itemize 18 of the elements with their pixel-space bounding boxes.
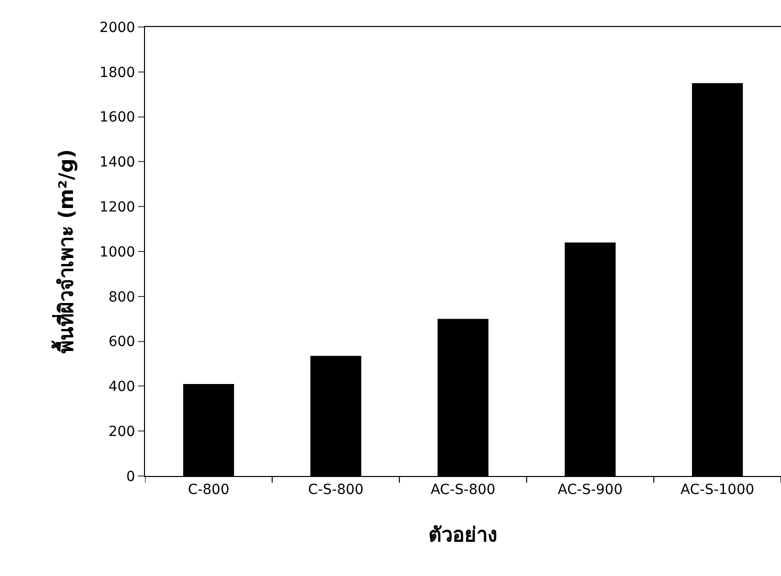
y-tick-label: 600 — [108, 334, 136, 350]
y-tick-label: 1800 — [100, 64, 136, 81]
x-tick-label: AC-S-900 — [558, 482, 623, 498]
y-tick-label: 800 — [108, 289, 136, 306]
x-tick-label: AC-S-1000 — [680, 482, 754, 498]
y-tick-label: 2000 — [100, 20, 136, 36]
x-tick-label: C-S-800 — [308, 482, 364, 498]
y-tick-label: 0 — [126, 468, 136, 485]
y-tick-label: 1600 — [100, 110, 136, 126]
y-tick-label: 1400 — [100, 154, 136, 171]
y-tick-label: 1200 — [100, 200, 136, 216]
y-axis-title: พื้นที่ผิวจำเพาะ (m²/g) — [51, 149, 78, 354]
y-tick-label: 400 — [108, 379, 136, 396]
x-tick-label: AC-S-800 — [430, 482, 496, 498]
y-tick-label: 1000 — [100, 244, 136, 260]
x-tick-label: C-800 — [188, 482, 230, 498]
y-tick-label: 200 — [108, 424, 136, 440]
x-axis-title: ตัวอย่าง — [428, 522, 498, 546]
